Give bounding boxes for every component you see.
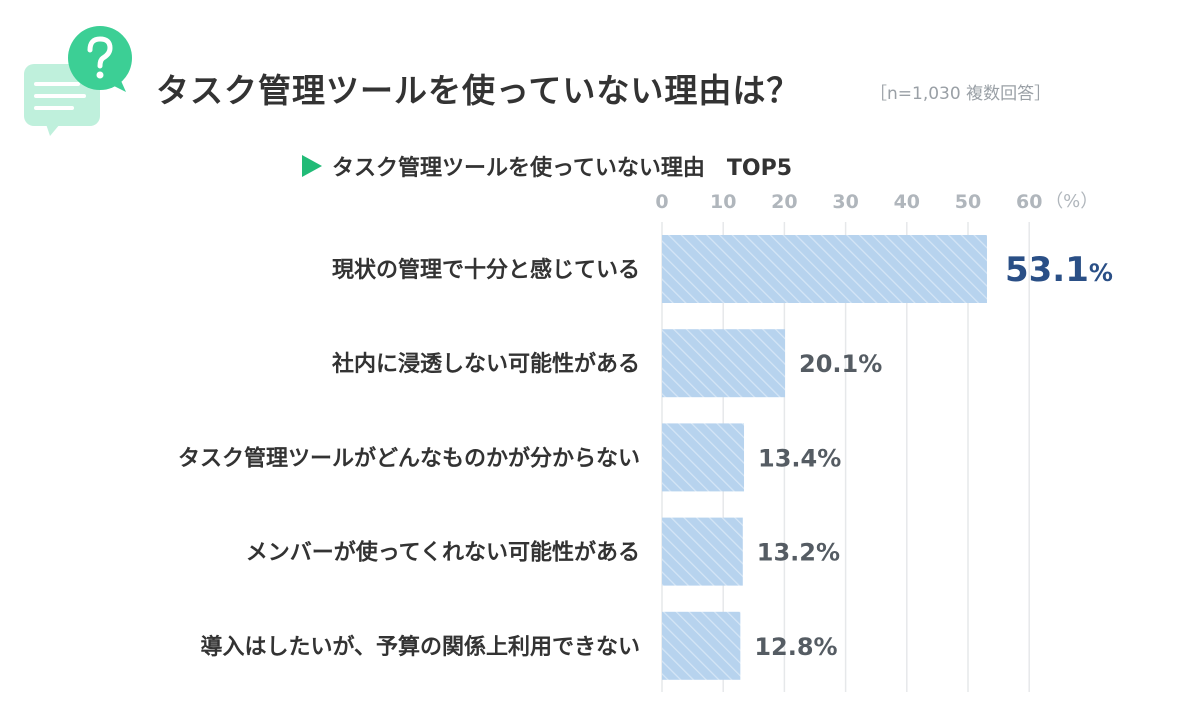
chart-title-row: タスク管理ツールを使っていない理由 TOP5 bbox=[302, 150, 792, 182]
x-axis-ticks: 0 10 20 30 40 50 60 （%） bbox=[655, 191, 1098, 213]
bar bbox=[662, 423, 745, 492]
category-label: 社内に浸透しない可能性がある bbox=[332, 351, 640, 377]
question-chat-icon bbox=[24, 26, 132, 136]
value-label: 13.4% bbox=[758, 444, 841, 472]
sample-note: ［n=1,030 複数回答］ bbox=[870, 84, 1052, 104]
value-label-text: 12.8% bbox=[754, 633, 837, 661]
x-tick-label: 60 bbox=[1016, 191, 1042, 213]
bars bbox=[662, 235, 987, 680]
x-tick-label: 40 bbox=[894, 191, 920, 213]
bar bbox=[662, 329, 786, 398]
x-tick-label: 10 bbox=[710, 191, 736, 213]
x-tick-label: 20 bbox=[771, 191, 797, 213]
value-label-percent: % bbox=[1089, 259, 1113, 287]
value-labels: 53.1% 20.1% 13.4% 13.2% 12.8% bbox=[754, 250, 1113, 661]
triangle-bullet-icon bbox=[302, 155, 322, 177]
x-tick-label: 50 bbox=[955, 191, 981, 213]
value-label: 53.1% bbox=[1005, 250, 1113, 290]
value-label: 20.1% bbox=[799, 350, 882, 378]
value-label: 13.2% bbox=[757, 539, 840, 567]
bar bbox=[662, 611, 741, 680]
category-label: 導入はしたいが、予算の関係上利用できない bbox=[200, 634, 640, 660]
x-tick-label: 0 bbox=[655, 191, 668, 213]
question-bubble-tail bbox=[110, 74, 126, 92]
category-label: タスク管理ツールがどんなものかが分からない bbox=[178, 445, 640, 471]
value-label-text: 13.4% bbox=[758, 444, 841, 472]
x-axis-unit: （%） bbox=[1045, 191, 1098, 212]
chat-bubble-back-tail bbox=[46, 124, 60, 136]
category-labels: 現状の管理で十分と感じている社内に浸透しない可能性があるタスク管理ツールがどんな… bbox=[178, 257, 640, 660]
chart-title: タスク管理ツールを使っていない理由 TOP5 bbox=[332, 156, 793, 181]
value-label: 12.8% bbox=[754, 633, 837, 661]
value-label-text: 20.1% bbox=[799, 350, 882, 378]
bar bbox=[662, 235, 987, 303]
question-mark bbox=[87, 36, 113, 69]
x-tick-label: 30 bbox=[832, 191, 858, 213]
page-title: タスク管理ツールを使っていない理由は？ bbox=[156, 71, 801, 110]
bar bbox=[662, 517, 743, 586]
value-label-text: 13.2% bbox=[757, 539, 840, 567]
category-label: 現状の管理で十分と感じている bbox=[332, 257, 640, 283]
category-label: メンバーが使ってくれない可能性がある bbox=[246, 540, 640, 566]
value-label-text: 53.1 bbox=[1005, 250, 1089, 290]
